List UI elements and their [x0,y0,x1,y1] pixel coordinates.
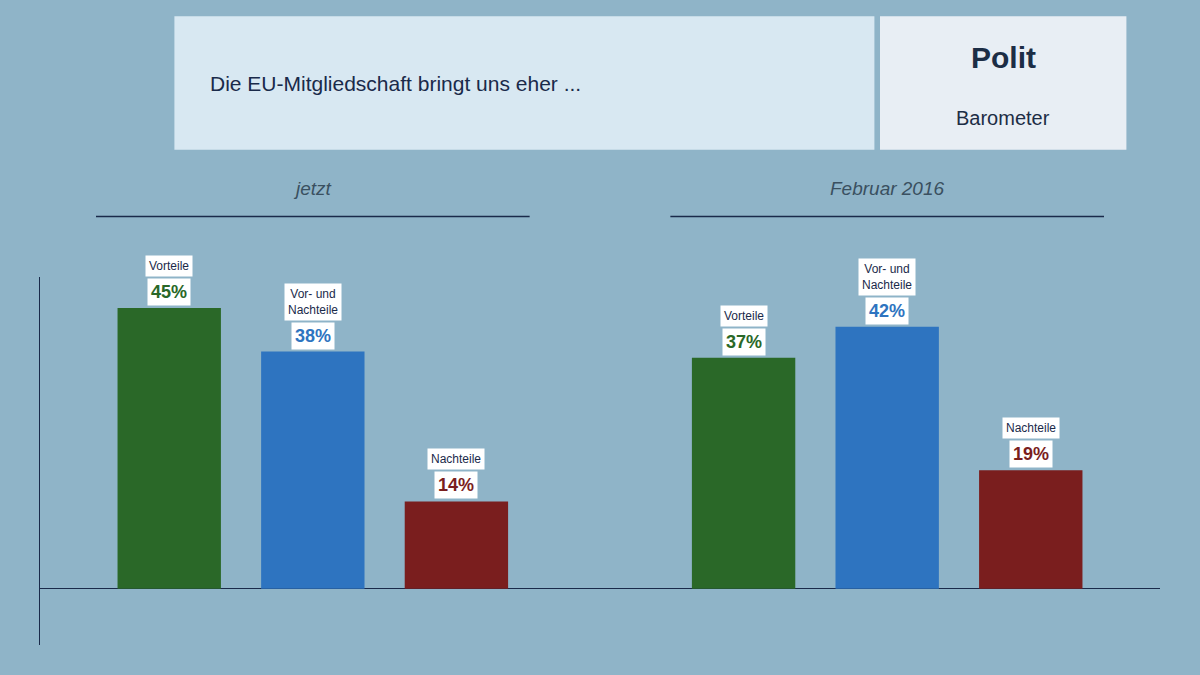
svg-text:19%: 19% [1013,444,1049,464]
svg-text:Polit: Polit [971,41,1036,74]
svg-text:Vorteile: Vorteile [149,259,189,273]
svg-text:42%: 42% [869,301,905,321]
svg-text:Vor- undNachteile: Vor- undNachteile [862,262,912,292]
svg-text:Die EU-Mitgliedschaft bringt u: Die EU-Mitgliedschaft bringt uns eher ..… [210,72,581,95]
svg-text:jetzt: jetzt [293,178,332,199]
svg-text:Barometer: Barometer [956,107,1050,129]
svg-text:14%: 14% [438,475,474,495]
svg-text:45%: 45% [151,282,187,302]
svg-text:38%: 38% [295,326,331,346]
svg-text:Vorteile: Vorteile [724,309,764,323]
svg-text:Februar 2016: Februar 2016 [830,178,945,199]
svg-text:Nachteile: Nachteile [431,452,481,466]
svg-text:37%: 37% [726,332,762,352]
svg-text:Nachteile: Nachteile [1006,421,1056,435]
svg-text:Vor- undNachteile: Vor- undNachteile [288,287,338,317]
